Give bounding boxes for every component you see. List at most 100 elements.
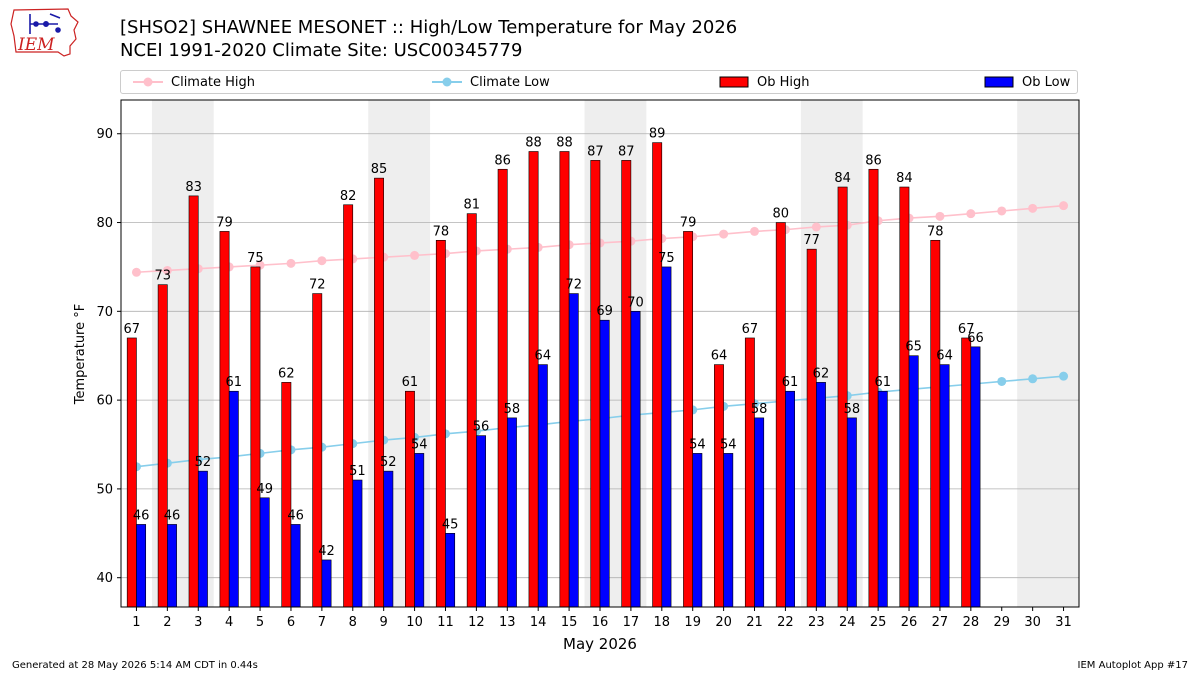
climate-high-point [1028, 203, 1038, 213]
climate-high-point [935, 211, 945, 221]
y-tick-label: 40 [96, 571, 113, 586]
ob-high-swatch [719, 76, 749, 88]
ob-high-bar [312, 293, 323, 608]
ob-high-bar [899, 186, 910, 608]
ob-low-data-label: 70 [627, 295, 644, 310]
ob-low-data-label: 58 [751, 402, 768, 417]
ob-low-data-label: 45 [442, 517, 459, 532]
x-tick-label: 20 [715, 615, 732, 630]
climate-low-point [1059, 371, 1069, 381]
ob-low-bar [136, 524, 147, 608]
ob-high-bar [343, 204, 354, 608]
x-tick-label: 5 [256, 615, 264, 630]
climate-high-point [811, 222, 821, 232]
ob-high-data-label: 87 [587, 144, 604, 159]
ob-high-data-label: 67 [742, 322, 759, 337]
x-tick-label: 24 [839, 615, 856, 630]
x-tick-label: 14 [530, 615, 547, 630]
y-tick-label: 80 [96, 216, 113, 231]
ob-high-data-label: 84 [834, 171, 851, 186]
ob-high-bar [281, 382, 292, 608]
ob-low-data-label: 42 [318, 544, 335, 559]
climate-high-point [966, 209, 976, 219]
ob-low-bar [661, 266, 672, 608]
ob-high-bar [405, 390, 415, 608]
x-tick-label: 9 [380, 615, 388, 630]
x-tick-label: 4 [225, 615, 233, 630]
x-tick-label: 12 [468, 615, 485, 630]
y-tick-label: 70 [96, 305, 113, 320]
ob-high-data-label: 88 [556, 135, 573, 150]
x-tick-label: 2 [163, 615, 171, 630]
ob-low-bar [599, 319, 610, 608]
climate-high-point [131, 267, 141, 277]
x-tick-label: 13 [499, 615, 516, 630]
ob-low-data-label: 61 [782, 375, 799, 390]
chart-title: [SHSO2] SHAWNEE MESONET :: High/Low Temp… [120, 17, 738, 38]
ob-high-data-label: 72 [309, 278, 326, 293]
ob-high-bar [559, 151, 570, 608]
ob-low-data-label: 66 [967, 331, 984, 346]
ob-low-data-label: 54 [720, 437, 737, 452]
x-tick-label: 31 [1055, 615, 1072, 630]
ob-high-data-label: 79 [216, 215, 233, 230]
ob-low-data-label: 51 [349, 464, 366, 479]
ob-low-bar [197, 470, 208, 608]
ob-high-bar [806, 248, 817, 608]
ob-high-bar [961, 337, 972, 608]
climate-low-point [997, 376, 1007, 386]
ob-low-bar [939, 364, 950, 608]
legend-label: Ob Low [1022, 74, 1071, 90]
x-tick-label: 18 [654, 615, 671, 630]
ob-low-bar [228, 390, 239, 608]
ob-low-data-label: 58 [844, 402, 861, 417]
ob-high-data-label: 73 [154, 269, 171, 284]
iowa-outline-icon [10, 8, 79, 57]
legend: Climate High Climate Low Ob High Ob Low [120, 70, 1078, 94]
legend-label: Climate High [171, 74, 256, 90]
ob-low-data-label: 46 [287, 508, 304, 523]
x-tick-label: 21 [746, 615, 763, 630]
ob-high-bar [497, 168, 508, 608]
ob-high-bar [435, 239, 446, 608]
ob-low-data-label: 64 [936, 349, 953, 364]
x-tick-label: 3 [194, 615, 202, 630]
ob-low-bar [537, 364, 548, 608]
climate-high-point [317, 256, 327, 266]
ob-low-data-label: 61 [226, 375, 243, 390]
data-labels: 67 73 83 79 75 62 72 82 85 61 78 81 86 88 88 87 87 89 79 64… [124, 127, 984, 559]
ob-high-data-label: 85 [371, 162, 388, 177]
ob-high-data-label: 89 [649, 127, 666, 142]
ob-low-bar [816, 382, 826, 608]
ob-high-bar [621, 160, 632, 608]
ob-low-data-label: 61 [874, 375, 891, 390]
ob-high-bar [930, 239, 941, 608]
ob-low-bar [383, 470, 394, 608]
climate-low-point [1028, 374, 1038, 384]
ob-low-bar [630, 311, 641, 608]
x-tick-label: 11 [437, 615, 454, 630]
climate-low-swatch [432, 77, 462, 87]
ob-low-data-label: 46 [133, 508, 150, 523]
ob-low-data-label: 49 [256, 482, 273, 497]
ob-high-bar [837, 186, 848, 608]
ob-high-data-label: 67 [124, 322, 141, 337]
ob-low-bar [785, 390, 795, 608]
ob-low-bar [908, 355, 919, 608]
ob-high-data-label: 77 [803, 233, 820, 248]
ob-high-data-label: 64 [711, 349, 728, 364]
ob-high-data-label: 88 [525, 135, 542, 150]
ob-low-data-label: 54 [411, 437, 428, 452]
iem-logo: IEM [10, 8, 79, 57]
ob-high-data-label: 82 [340, 189, 357, 204]
ob-high-bar [528, 151, 539, 608]
ob-high-data-label: 86 [494, 153, 511, 168]
x-tick-label: 1 [132, 615, 140, 630]
x-tick-label: 23 [808, 615, 825, 630]
ob-low-bar [506, 417, 517, 608]
legend-item-climate-low: Climate Low [432, 71, 550, 93]
ob-high-series [126, 142, 972, 608]
climate-high-point [997, 206, 1007, 216]
ob-high-bar [744, 337, 755, 608]
legend-item-ob-low: Ob Low [984, 71, 1070, 93]
